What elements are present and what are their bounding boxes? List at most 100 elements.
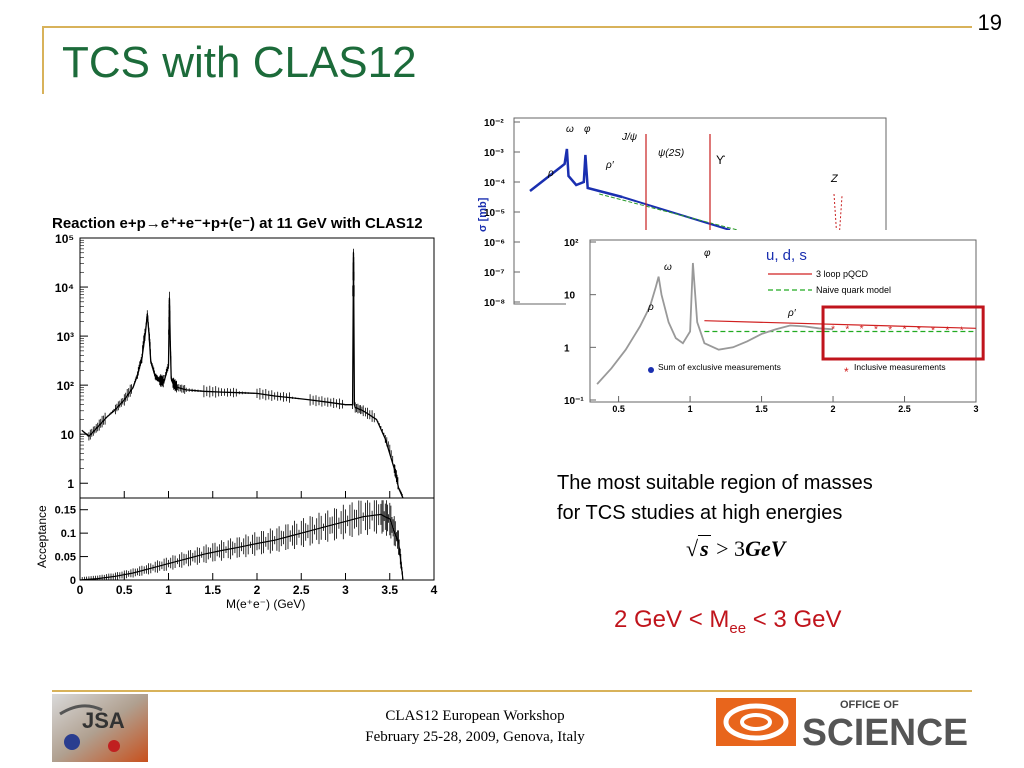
label-z: Z (830, 173, 839, 185)
highlight-box (821, 305, 985, 361)
y-tick-label: 10³ (57, 330, 74, 344)
label-jpsi: J/ψ (621, 132, 638, 143)
label-rhoprime-front: ρ′ (787, 308, 797, 319)
x-tick-label: 2.5 (293, 583, 310, 597)
legend-exclusive-marker (648, 367, 654, 373)
label-rho-front: ρ (647, 302, 654, 313)
top-rule (42, 26, 972, 28)
front-title: u, d, s (766, 247, 807, 264)
label-psi2s: ψ(2S) (658, 148, 684, 159)
x-tick-label: 2 (254, 583, 261, 597)
acceptance-y-tick-label: 0.05 (55, 552, 76, 564)
front-x-tick-label: 1 (688, 404, 693, 414)
lower-plot: 0 0.05 0.1 0.15 0 0.5 1 1.5 2 2.5 3 3.5 4 (55, 497, 438, 597)
acceptance-y-tick-label: 0.15 (55, 505, 76, 517)
front-plot: 10² 10 1 10⁻¹ 0.5 1 1.5 2 2.5 3 u, d, s * * * * * * * * * * 3… (564, 230, 986, 418)
inclusive-point: * (931, 325, 935, 336)
slide-number: 19 (977, 10, 1002, 35)
bottom-rule (52, 690, 972, 692)
inclusive-point: * (903, 324, 907, 335)
front-y-tick-label: 10² (564, 238, 579, 249)
label-rho-back: ρ (547, 168, 554, 179)
inclusive-point: * (888, 325, 892, 336)
legend-inclusive-marker: * (844, 365, 849, 379)
caption-line-2: for TCS studies at high energies (557, 502, 843, 524)
label-rhoprime-back: ρ′ (605, 160, 615, 171)
inclusive-point: * (960, 325, 964, 336)
back-y-tick-label: 10⁻² (484, 118, 504, 129)
legend-exclusive-label: Sum of exclusive measurements (658, 362, 781, 372)
exclusive-data-line (596, 262, 834, 385)
caption-line-1: The most suitable region of masses (557, 472, 873, 494)
back-y-axis-label: σ [mb] (477, 197, 489, 232)
acceptance-y-tick-label: 0.1 (61, 528, 76, 540)
y-tick-label: 1 (67, 477, 74, 491)
upper-plot-frame (79, 237, 435, 499)
back-y-tick-label: 10⁻⁸ (484, 298, 505, 309)
back-y-tick-label: 10⁻⁴ (484, 178, 505, 189)
label-omega-front: ω (664, 262, 672, 273)
x-tick-label: 1 (165, 583, 172, 597)
mass-range-suffix: < 3 GeV (746, 606, 842, 633)
office-of-science-logo: OFFICE OF SCIENCE (716, 698, 968, 748)
inclusive-point: * (945, 325, 949, 336)
inclusive-point: * (917, 325, 921, 336)
mass-range-sub: ee (729, 619, 747, 637)
sqrt-symbol: √ (686, 536, 699, 561)
label-upsilon: ϒ (716, 153, 726, 167)
science-logo-small: OFFICE OF (840, 699, 899, 711)
slide-title: TCS with CLAS12 (62, 38, 417, 87)
legend-naive-label: Naive quark model (816, 285, 891, 295)
front-x-tick-label: 3 (973, 404, 978, 414)
y-tick-label: 10⁴ (55, 281, 74, 295)
upper-plot: 1 10 10² 10³ 10⁴ 10⁵ (55, 232, 435, 499)
y-tick-label: 10 (61, 428, 75, 442)
x-tick-label: 3 (342, 583, 349, 597)
front-x-tick-label: 2.5 (898, 404, 911, 414)
back-y-tick-label: 10⁻³ (484, 148, 504, 159)
mass-range: 2 GeV < Mee < 3 GeV (614, 606, 841, 637)
formula-unit: GeV (745, 536, 786, 561)
footer: CLAS12 European Workshop February 25-28,… (300, 706, 650, 748)
back-y-tick-label: 10⁻⁵ (484, 208, 505, 219)
back-y-tick-label: 10⁻⁷ (484, 268, 505, 279)
legend-inclusive-label: Inclusive measurements (854, 362, 946, 372)
x-tick-label: 0.5 (116, 583, 133, 597)
caption: The most suitable region of masses for T… (557, 468, 977, 528)
legend-pqcd-label: 3 loop pQCD (816, 269, 869, 279)
label-phi: φ (584, 124, 591, 135)
jsa-logo: JSA (52, 694, 148, 762)
front-plot-frame (589, 239, 977, 403)
pqcd-line (704, 320, 977, 329)
label-omega: ω (566, 124, 574, 135)
title-accent-bar (42, 26, 44, 94)
front-x-tick-label: 0.5 (612, 404, 625, 414)
footer-line-2: February 25-28, 2009, Genova, Italy (365, 729, 585, 745)
front-x-tick-label: 1.5 (755, 404, 768, 414)
chart-title: Reaction e+p→e⁺+e⁻+p+(e⁻) at 11 GeV with… (52, 215, 423, 232)
science-logo-big: SCIENCE (802, 712, 968, 748)
front-y-tick-label: 10 (564, 291, 576, 302)
inclusive-point: * (845, 324, 849, 335)
front-y-tick-label: 10⁻¹ (564, 396, 584, 407)
mass-spectrum-chart: Reaction e+p→e⁺+e⁻+p+(e⁻) at 11 GeV with… (36, 215, 438, 611)
front-y-tick-label: 1 (564, 343, 570, 354)
mass-spectrum-line (81, 252, 404, 499)
energy-formula: √s > 3GeV (686, 535, 786, 562)
formula-s: s (698, 535, 711, 561)
x-tick-label: 0 (77, 583, 84, 597)
mass-spectrum-fluctuations (82, 248, 403, 498)
mass-range-prefix: 2 GeV < M (614, 606, 730, 633)
y-tick-label: 10⁵ (55, 232, 74, 246)
acceptance-y-tick-label: 0 (70, 575, 76, 587)
cross-section-chart: 10⁻²10⁻³10⁻⁴10⁻⁵10⁻⁶10⁻⁷10⁻⁸σ [mb]ω φJ/ψψ… (477, 117, 986, 418)
y-tick-label: 10² (57, 379, 74, 393)
x-axis-label: M(e⁺e⁻) (GeV) (226, 597, 305, 611)
x-tick-label: 4 (431, 583, 438, 597)
back-y-tick-label: 10⁻⁶ (484, 238, 505, 249)
label-phi-front: φ (704, 248, 711, 259)
inclusive-point: * (874, 324, 878, 335)
front-x-tick-label: 2 (831, 404, 836, 414)
back-blue-data (529, 148, 623, 199)
jsa-logo-text: JSA (82, 708, 125, 733)
